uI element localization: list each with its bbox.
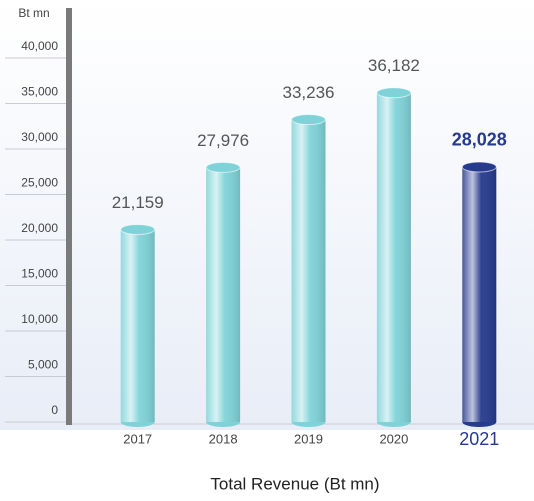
value-label: 27,976: [197, 131, 249, 150]
background: [0, 0, 534, 430]
bar: [461, 161, 497, 427]
bar-shine: [462, 166, 497, 422]
x-tick-label: 2017: [123, 431, 152, 446]
x-tick-label: 2018: [209, 431, 238, 446]
bar-top: [376, 87, 412, 99]
bar: [205, 161, 241, 427]
y-tick-label: 25,000: [21, 176, 58, 190]
value-label: 28,028: [452, 130, 507, 150]
x-tick-label: 2019: [294, 431, 323, 446]
value-label: 33,236: [283, 83, 335, 102]
bar-top: [291, 114, 326, 126]
y-tick-label: 30,000: [21, 130, 58, 144]
bar-shine: [206, 167, 241, 422]
y-tick-label: 10,000: [21, 312, 58, 326]
bar-shine: [120, 229, 155, 422]
x-tick-label: 2020: [379, 431, 408, 446]
value-label: 21,159: [112, 193, 164, 212]
x-axis-title: Total Revenue (Bt mn): [210, 474, 379, 493]
bar: [291, 114, 326, 427]
y-tick-label: 40,000: [21, 39, 58, 53]
y-tick-label: 0: [51, 403, 58, 417]
bar-top: [120, 223, 156, 235]
value-label: 36,182: [368, 56, 420, 75]
bar-shine: [291, 119, 326, 422]
y-tick-label: 35,000: [21, 85, 58, 99]
x-tick-label: 2021: [459, 429, 499, 449]
bar-top: [205, 161, 241, 173]
y-axis-unit: Bt mn: [18, 6, 49, 20]
bar: [376, 87, 412, 427]
bar-shine: [376, 92, 411, 422]
y-axis: [66, 8, 72, 425]
y-tick-label: 5,000: [28, 358, 58, 372]
bar-top: [461, 161, 497, 173]
y-tick-label: 15,000: [21, 267, 58, 281]
bar: [120, 223, 156, 427]
y-tick-label: 20,000: [21, 221, 58, 235]
